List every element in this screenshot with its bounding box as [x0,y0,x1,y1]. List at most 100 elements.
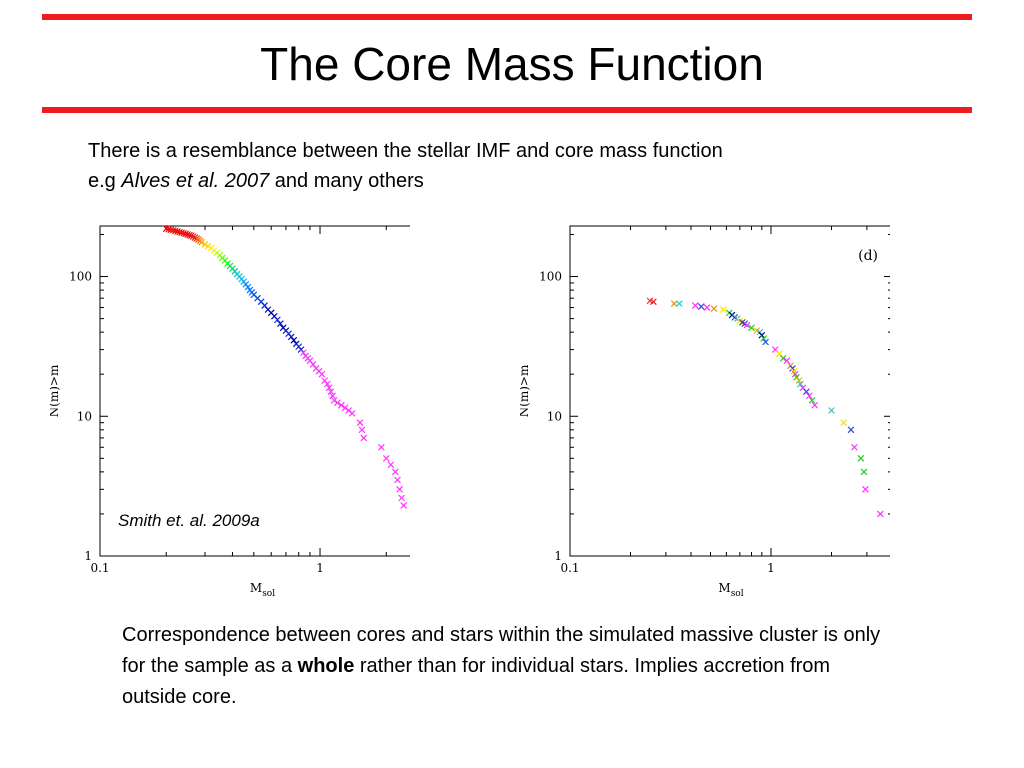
data-point [710,305,718,312]
data-point [378,444,385,451]
data-point [840,419,847,426]
data-point [811,402,818,409]
conclusion-part-1: Correspondence between cores and stars w… [122,624,881,677]
data-point [274,316,281,324]
data-point [877,510,884,518]
conclusion-bold: whole [297,655,355,677]
top-red-rule [42,14,972,20]
data-point [398,494,405,502]
data-point [857,455,865,462]
plot-frame [99,225,410,557]
data-point [348,410,356,417]
slide-title: The Core Mass Function [260,38,764,90]
data-point [277,320,284,327]
data-point [828,407,835,414]
x-axis-label: Msol [250,581,275,599]
data-point [356,419,364,426]
data-point [792,371,799,378]
data-point [309,361,317,368]
data-point [783,357,791,364]
data-point [803,388,810,395]
data-point [743,321,751,329]
x-tick-label: 1 [316,561,324,575]
bottom-red-rule [42,107,972,113]
panel-label: (d) [858,248,878,264]
data-point [396,486,403,493]
data-point [338,402,345,409]
plot-frame [569,225,890,557]
intro-line-2: e.g Alves et al. 2007 and many others [88,166,948,196]
x-tick-label: 0.1 [560,561,579,575]
data-point [300,349,307,356]
y-tick-label: 1 [554,549,562,563]
data-point [720,306,727,313]
data-point [779,355,787,362]
data-point [400,502,407,509]
data-point [671,300,678,307]
conclusion-text: Correspondence between cores and stars w… [122,620,882,713]
data-point [646,297,654,305]
data-point [692,302,699,309]
data-point [392,468,399,476]
data-point [748,324,755,331]
y-axis-label: N(m)>m [50,364,61,417]
intro-text: There is a resemblance between the stell… [88,136,948,196]
y-tick-label: 1 [84,549,92,563]
x-tick-label: 1 [767,561,775,575]
data-point [753,327,761,334]
data-point [360,434,367,442]
data-point [329,392,336,400]
data-point [862,486,869,493]
data-point [847,426,855,434]
x-tick-label: 0.1 [90,561,109,575]
data-point [201,241,209,248]
x-axis-label-sub: sol [731,589,744,599]
y-axis-label: N(m)>m [520,364,531,417]
data-point [851,444,858,451]
data-point [703,304,711,311]
data-point [650,298,657,305]
intro-citation: Alves et al. 2007 [121,170,270,192]
data-point [318,371,326,378]
data-point [756,328,764,336]
data-point [198,239,205,246]
data-point [327,388,335,395]
y-tick-label: 100 [69,270,92,284]
data-point [760,335,767,342]
data-point [676,300,683,307]
data-point [762,338,769,346]
data-point [860,468,868,476]
data-point [795,377,803,384]
data-point [324,380,331,388]
data-point [698,303,705,310]
data-point [244,283,252,291]
y-tick-label: 10 [77,409,92,423]
intro-suffix: and many others [269,170,424,192]
intro-line-1: There is a resemblance between the stell… [88,140,723,162]
data-point [808,397,816,404]
data-point [383,455,390,462]
data-point [290,337,297,344]
data-point [758,332,765,339]
data-point [204,242,212,250]
conclusion-part-2: rather than for individual stars. Implie… [122,655,831,708]
data-point [358,426,366,434]
data-point [387,461,395,468]
x-axis-label-sub: sol [262,589,275,599]
y-tick-label: 100 [539,270,562,284]
data-point [341,404,349,411]
y-tick-label: 10 [547,409,562,423]
data-point [325,384,333,391]
data-point [806,392,813,400]
data-point [186,231,193,239]
data-point [334,399,341,406]
data-point [797,380,804,388]
data-point [182,230,189,238]
data-point [331,397,338,404]
x-axis-label: Msol [718,581,743,599]
chart-citation: Smith et. al. 2009a [118,511,260,530]
data-point [394,476,401,484]
data-point [184,231,191,238]
